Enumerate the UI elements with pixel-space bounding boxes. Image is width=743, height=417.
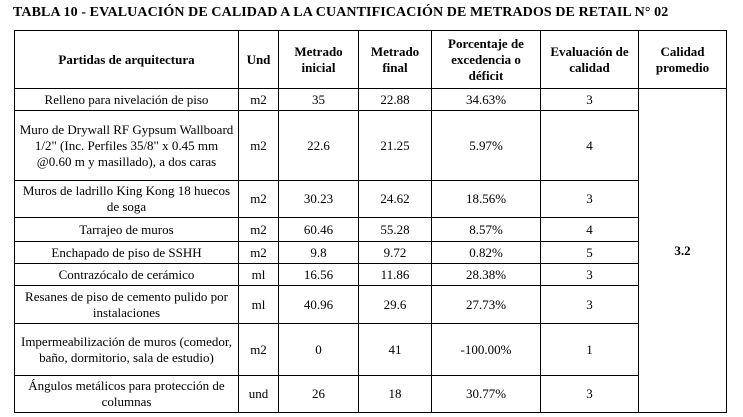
table-row: Tarrajeo de muros m2 60.46 55.28 8.57% 4: [14, 217, 727, 242]
header-metrado-inicial: Metrado inicial: [278, 30, 359, 89]
cell-evaluacion: 3: [540, 88, 639, 111]
cell-metrado-inicial: 0: [278, 323, 359, 376]
cell-partida: Relleno para nivelación de piso: [14, 88, 239, 111]
header-porcentaje: Porcentaje de excedencia o déficit: [431, 30, 541, 89]
cell-und: m2: [238, 110, 279, 181]
cell-evaluacion: 3: [540, 263, 639, 286]
cell-porcentaje: 0.82%: [431, 241, 541, 264]
cell-evaluacion: 4: [540, 110, 639, 181]
table-row: Enchapado de piso de SSHH m2 9.8 9.72 0.…: [14, 241, 727, 264]
table-row: Muros de ladrillo King Kong 18 huecos de…: [14, 180, 727, 218]
table-title: TABLA 10 - EVALUACIÓN DE CALIDAD A LA CU…: [13, 5, 669, 20]
table-row: Resanes de piso de cemento pulido por in…: [14, 285, 727, 324]
header-evaluacion: Evaluación de calidad: [540, 30, 639, 89]
cell-evaluacion: 3: [540, 285, 639, 324]
cell-und: m2: [238, 217, 279, 242]
cell-und: und: [238, 375, 279, 413]
cell-und: m2: [238, 180, 279, 218]
cell-und: m2: [238, 241, 279, 264]
cell-metrado-inicial: 35: [278, 88, 359, 111]
table-row: Impermeabilización de muros (comedor, ba…: [14, 323, 727, 376]
cell-partida: Tarrajeo de muros: [14, 217, 239, 242]
cell-evaluacion: 1: [540, 323, 639, 376]
cell-und: ml: [238, 263, 279, 286]
cell-porcentaje: 8.57%: [431, 217, 541, 242]
cell-metrado-inicial: 9.8: [278, 241, 359, 264]
cell-und: m2: [238, 88, 279, 111]
header-partidas: Partidas de arquitectura: [14, 30, 239, 89]
cell-metrado-inicial: 40.96: [278, 285, 359, 324]
cell-metrado-final: 21.25: [358, 110, 432, 181]
header-metrado-final: Metrado final: [358, 30, 432, 89]
cell-partida: Contrazócalo de cerámico: [14, 263, 239, 286]
cell-metrado-final: 55.28: [358, 217, 432, 242]
cell-metrado-inicial: 60.46: [278, 217, 359, 242]
cell-partida: Muros de ladrillo King Kong 18 huecos de…: [14, 180, 239, 218]
cell-porcentaje: -100.00%: [431, 323, 541, 376]
cell-porcentaje: 5.97%: [431, 110, 541, 181]
cell-metrado-final: 24.62: [358, 180, 432, 218]
cell-porcentaje: 18.56%: [431, 180, 541, 218]
table-row: Contrazócalo de cerámico ml 16.56 11.86 …: [14, 263, 727, 286]
cell-calidad-promedio: 3.2: [638, 88, 727, 413]
cell-metrado-inicial: 26: [278, 375, 359, 413]
table-row: Ángulos metálicos para protección de col…: [14, 375, 727, 413]
table-row: Muro de Drywall RF Gypsum Wallboard 1/2"…: [14, 110, 727, 181]
cell-evaluacion: 4: [540, 217, 639, 242]
cell-metrado-final: 11.86: [358, 263, 432, 286]
cell-metrado-inicial: 30.23: [278, 180, 359, 218]
cell-metrado-inicial: 22.6: [278, 110, 359, 181]
cell-porcentaje: 28.38%: [431, 263, 541, 286]
cell-evaluacion: 3: [540, 180, 639, 218]
cell-metrado-final: 29.6: [358, 285, 432, 324]
cell-porcentaje: 34.63%: [431, 88, 541, 111]
cell-partida: Muro de Drywall RF Gypsum Wallboard 1/2"…: [14, 110, 239, 181]
cell-metrado-inicial: 16.56: [278, 263, 359, 286]
cell-metrado-final: 22.88: [358, 88, 432, 111]
cell-porcentaje: 27.73%: [431, 285, 541, 324]
metrados-table: Partidas de arquitectura Und Metrado ini…: [14, 30, 727, 413]
cell-und: ml: [238, 285, 279, 324]
cell-metrado-final: 18: [358, 375, 432, 413]
cell-partida: Resanes de piso de cemento pulido por in…: [14, 285, 239, 324]
header-row: Partidas de arquitectura Und Metrado ini…: [14, 30, 727, 89]
cell-metrado-final: 9.72: [358, 241, 432, 264]
cell-partida: Impermeabilización de muros (comedor, ba…: [14, 323, 239, 376]
cell-partida: Ángulos metálicos para protección de col…: [14, 375, 239, 413]
cell-evaluacion: 3: [540, 375, 639, 413]
table-row: Relleno para nivelación de piso m2 35 22…: [14, 88, 727, 413]
cell-partida: Enchapado de piso de SSHH: [14, 241, 239, 264]
header-calidad-promedio: Calidad promedio: [638, 30, 727, 89]
cell-porcentaje: 30.77%: [431, 375, 541, 413]
cell-metrado-final: 41: [358, 323, 432, 376]
header-und: Und: [238, 30, 279, 89]
cell-und: m2: [238, 323, 279, 376]
cell-evaluacion: 5: [540, 241, 639, 264]
